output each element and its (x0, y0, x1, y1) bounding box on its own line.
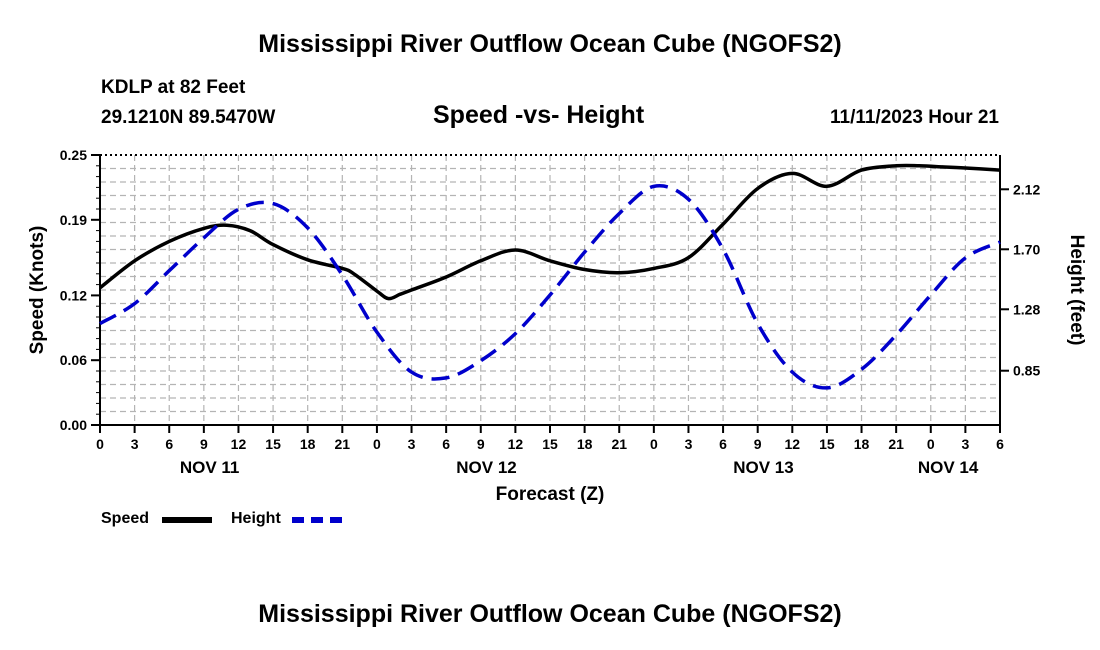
series-line-speed (98, 163, 1001, 301)
footer-title: Mississippi River Outflow Ocean Cube (NG… (258, 600, 842, 628)
y-tick-label: 0.25 (60, 147, 87, 163)
series-line-height (99, 184, 1001, 390)
x-tick-label: 6 (996, 436, 1004, 452)
main-title: Mississippi River Outflow Ocean Cube (NG… (258, 30, 842, 58)
day-label: NOV 12 (456, 458, 516, 477)
x-axis-title: Forecast (Z) (496, 484, 605, 505)
legend-speed-swatch (162, 517, 212, 523)
legend-speed-label: Speed (101, 510, 150, 527)
x-tick-label: 6 (719, 436, 727, 452)
y2-tick-label: 1.28 (1013, 301, 1040, 317)
x-tick-label: 3 (408, 436, 416, 452)
x-tick-label: 6 (165, 436, 173, 452)
x-tick-label: 12 (785, 436, 801, 452)
y2-tick-label: 1.70 (1013, 241, 1040, 257)
day-label: NOV 14 (918, 458, 979, 477)
x-tick-label: 21 (611, 436, 627, 452)
x-tick-label: 3 (961, 436, 969, 452)
x-tick-label: 21 (335, 436, 351, 452)
x-tick-label: 18 (300, 436, 316, 452)
x-tick-label: 0 (373, 436, 381, 452)
day-label: NOV 13 (733, 458, 793, 477)
station-name: KDLP at 82 Feet (101, 77, 246, 98)
y-tick-label: 0.00 (60, 417, 87, 433)
x-tick-label: 15 (819, 436, 835, 452)
x-tick-label: 9 (754, 436, 762, 452)
chart-subtitle: Speed -vs- Height (433, 101, 645, 129)
x-tick-label: 0 (927, 436, 935, 452)
y-tick-label: 0.06 (60, 352, 87, 368)
day-label: NOV 11 (180, 458, 240, 477)
x-tick-label: 18 (577, 436, 593, 452)
x-tick-label: 12 (508, 436, 524, 452)
y-tick-label: 0.12 (60, 287, 87, 303)
y2-tick-label: 2.12 (1013, 181, 1040, 197)
station-coords: 29.1210N 89.5470W (101, 107, 276, 128)
x-tick-label: 12 (231, 436, 247, 452)
x-tick-label: 9 (477, 436, 485, 452)
x-tick-label: 21 (888, 436, 904, 452)
y-tick-label: 0.19 (60, 212, 87, 228)
x-tick-label: 6 (442, 436, 450, 452)
x-tick-label: 9 (200, 436, 208, 452)
x-tick-label: 0 (650, 436, 658, 452)
chart-date: 11/11/2023 Hour 21 (829, 107, 999, 128)
speed-height-chart: 0.00 0.06 0.12 0.19 0.25 0.85 1.28 1.70 2.12 0 3 6 9… (27, 147, 1087, 505)
x-tick-label: 15 (542, 436, 558, 452)
legend-height-label: Height (231, 510, 281, 527)
x-tick-label: 15 (265, 436, 281, 452)
y2-tick-label: 0.85 (1013, 363, 1040, 379)
y2-axis-title: Height (feet) (1066, 235, 1087, 346)
y-axis-title: Speed (Knots) (27, 226, 48, 355)
x-tick-label: 0 (96, 436, 104, 452)
legend-height-swatch (292, 517, 342, 523)
x-tick-label: 3 (685, 436, 693, 452)
x-tick-label: 18 (854, 436, 870, 452)
x-tick-label: 3 (131, 436, 139, 452)
